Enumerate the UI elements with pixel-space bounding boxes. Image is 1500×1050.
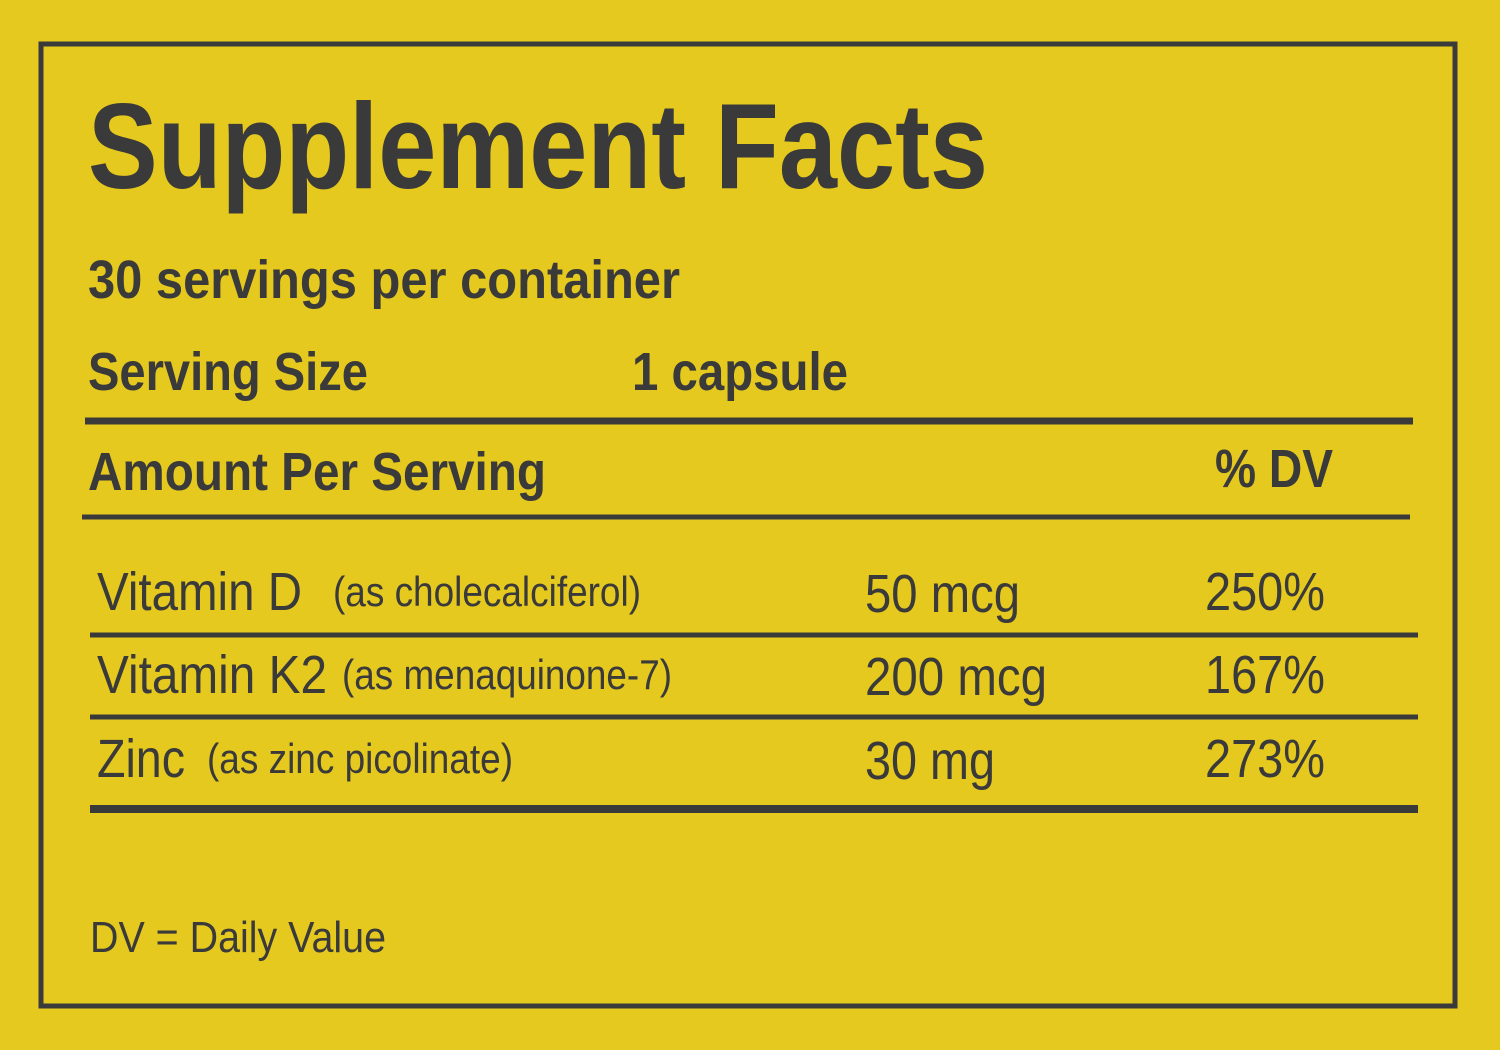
serving-size-label: Serving Size: [88, 342, 368, 402]
servings-per-container: 30 servings per container: [88, 250, 680, 310]
label-border: [38, 41, 1458, 1009]
nutrient-amount: 30 mg: [865, 731, 995, 791]
nutrient-amount: 50 mcg: [865, 564, 1020, 624]
nutrient-rows: Vitamin D (as cholecalciferol) 50 mcg 250% V…: [90, 562, 1418, 791]
dv-header: % DV: [1215, 439, 1333, 499]
serving-size-value: 1 capsule: [632, 342, 848, 402]
nutrient-dv: 167%: [1205, 645, 1325, 705]
nutrient-source: (as cholecalciferol): [333, 568, 641, 615]
nutrient-dv: 273%: [1205, 729, 1325, 789]
nutrient-source: (as zinc picolinate): [207, 735, 513, 782]
nutrient-name: Vitamin K2: [97, 645, 327, 705]
nutrient-source: (as menaquinone-7): [342, 651, 672, 698]
footnote: DV = Daily Value: [90, 913, 386, 962]
nutrient-amount: 200 mcg: [865, 647, 1047, 707]
amount-header: Amount Per Serving: [88, 442, 546, 502]
title: Supplement Facts: [88, 78, 988, 214]
nutrient-name: Vitamin D: [97, 562, 302, 622]
nutrient-dv: 250%: [1205, 562, 1325, 622]
nutrient-name: Zinc: [97, 729, 185, 789]
